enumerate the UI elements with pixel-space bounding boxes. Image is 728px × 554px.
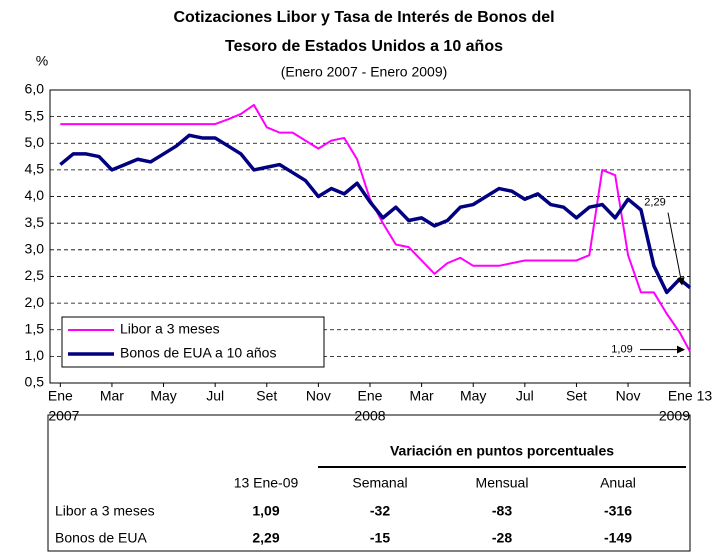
y-tick-label: 1,0 — [25, 347, 45, 363]
y-tick-label: 5,5 — [25, 107, 45, 123]
table-cell: -32 — [370, 503, 390, 519]
line-series — [60, 103, 691, 353]
legend-box — [61, 316, 325, 368]
table-column-header: 13 Ene-09 — [234, 475, 299, 491]
x-tick-label: Nov — [306, 388, 331, 404]
table-cell: -316 — [604, 503, 632, 519]
x-year-label: 2007 — [48, 408, 79, 424]
table-column-header: Semanal — [352, 475, 407, 491]
annotation-label: 1,09 — [611, 343, 632, 355]
y-tick-label: 1,5 — [25, 320, 45, 336]
table-column-header: Mensual — [476, 475, 529, 491]
x-tick-label: Set — [256, 388, 277, 404]
legend-label: Libor a 3 meses — [120, 321, 220, 337]
x-tick-label: Ene — [358, 388, 383, 404]
y-tick-label: 0,5 — [25, 374, 45, 390]
x-tick-label: Ene — [48, 388, 73, 404]
x-tick-label: May — [460, 388, 486, 404]
y-tick-label: 3,5 — [25, 214, 45, 230]
table-cell: -83 — [492, 503, 512, 519]
x-tick-label: Mar — [100, 388, 124, 404]
y-tick-label: 2,5 — [25, 267, 45, 283]
legend-label: Bonos de EUA a 10 años — [120, 345, 276, 361]
annotation-arrow — [667, 212, 685, 286]
table-row-label: Libor a 3 meses — [55, 503, 155, 519]
x-tick-label: Jul — [206, 388, 224, 404]
y-axis-label: % — [36, 53, 48, 69]
y-tick-label: 5,0 — [25, 134, 45, 150]
y-tick-label: 6,0 — [25, 81, 45, 97]
annotation-label: 2,29 — [644, 197, 665, 209]
y-tick-label: 2,0 — [25, 294, 45, 310]
chart-title: Tesoro de Estados Unidos a 10 años — [225, 38, 503, 55]
y-tick-label: 3,0 — [25, 241, 45, 257]
y-tick-label: 4,5 — [25, 161, 45, 177]
x-year-label: 2008 — [354, 408, 385, 424]
table-group-header: Variación en puntos porcentuales — [390, 443, 614, 459]
table-column-header: Anual — [600, 475, 636, 491]
table-frame — [47, 414, 691, 552]
x-tick-label: Jul — [516, 388, 534, 404]
x-tick-label: Mar — [410, 388, 434, 404]
x-tick-label: May — [150, 388, 176, 404]
y-tick-label: 4,0 — [25, 187, 45, 203]
table-cell: 1,09 — [252, 503, 279, 519]
table-row-label: Bonos de EUA — [55, 530, 147, 546]
table-cell: -15 — [370, 530, 390, 546]
x-tick-label: Nov — [616, 388, 641, 404]
table-cell: -28 — [492, 530, 512, 546]
x-tick-label: Set — [566, 388, 587, 404]
chart-title: Cotizaciones Libor y Tasa de Interés de … — [173, 9, 554, 26]
table-cell: 2,29 — [252, 530, 279, 546]
line-series — [59, 133, 692, 295]
chart-subtitle: (Enero 2007 - Enero 2009) — [281, 64, 448, 80]
x-tick-label: Ene 13 — [668, 388, 713, 404]
table-cell: -149 — [604, 530, 632, 546]
x-year-label: 2009 — [659, 408, 690, 424]
